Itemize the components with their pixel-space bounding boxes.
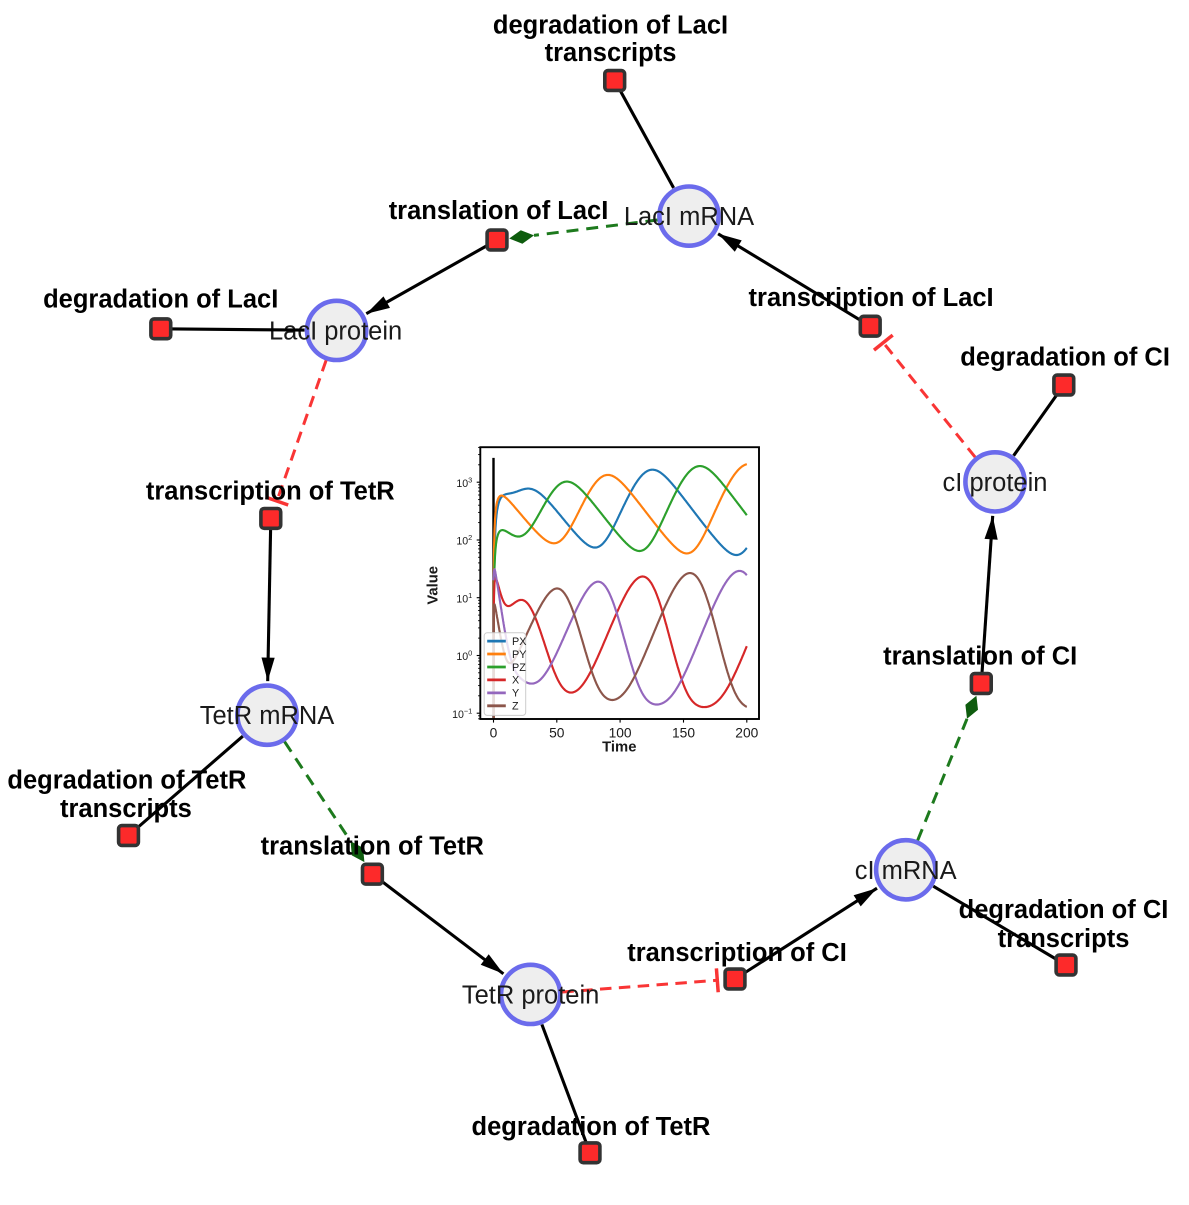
svg-text:150: 150 [672, 726, 695, 741]
svg-text:translation of TetR: translation of TetR [261, 832, 484, 860]
svg-text:transcription of CI: transcription of CI [627, 939, 847, 967]
svg-text:degradation of LacI: degradation of LacI [43, 286, 278, 314]
svg-text:cI mRNA: cI mRNA [855, 857, 957, 885]
svg-text:transcription of TetR: transcription of TetR [146, 477, 395, 505]
svg-text:transcription of LacI: transcription of LacI [749, 284, 994, 312]
svg-text:Y: Y [512, 688, 519, 700]
svg-text:degradation of LacI: degradation of LacI [493, 11, 728, 39]
svg-text:degradation of TetR: degradation of TetR [7, 766, 246, 794]
svg-text:PY: PY [512, 649, 526, 661]
svg-text:degradation of CI: degradation of CI [960, 343, 1170, 371]
svg-text:Z: Z [512, 701, 519, 713]
svg-text:Value: Value [425, 566, 441, 605]
svg-text:X: X [512, 675, 519, 687]
svg-text:degradation of CI: degradation of CI [959, 896, 1169, 924]
svg-text:LacI mRNA: LacI mRNA [624, 203, 754, 231]
svg-text:PZ: PZ [512, 662, 526, 674]
svg-text:transcripts: transcripts [998, 925, 1130, 953]
svg-text:translation of LacI: translation of LacI [389, 197, 609, 225]
svg-text:200: 200 [735, 726, 758, 741]
svg-text:PX: PX [512, 636, 526, 648]
svg-text:50: 50 [549, 726, 565, 741]
svg-text:100: 100 [609, 726, 632, 741]
svg-text:TetR protein: TetR protein [462, 981, 600, 1009]
svg-text:translation of CI: translation of CI [883, 643, 1077, 671]
svg-text:0: 0 [490, 726, 498, 741]
svg-text:Time: Time [602, 740, 636, 756]
svg-text:TetR mRNA: TetR mRNA [200, 702, 335, 730]
svg-text:transcripts: transcripts [545, 39, 677, 67]
svg-text:cI protein: cI protein [943, 469, 1048, 497]
svg-text:degradation of TetR: degradation of TetR [472, 1113, 711, 1141]
